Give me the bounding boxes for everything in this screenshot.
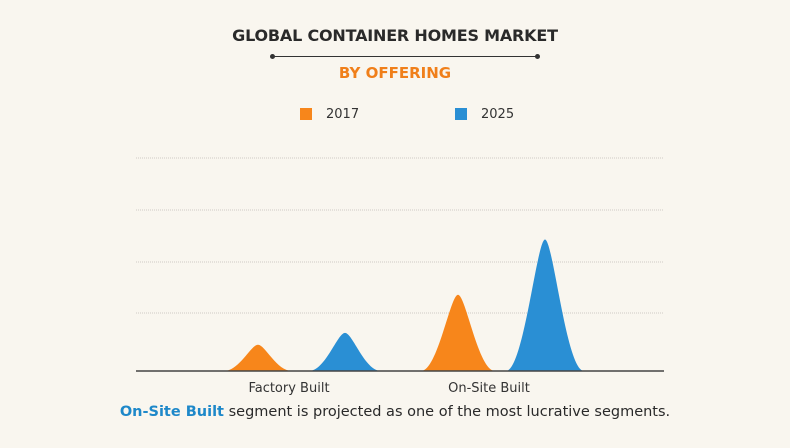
footer-caption: On-Site Built segment is projected as on…: [0, 404, 790, 420]
caption-highlight: On-Site Built: [119, 404, 224, 420]
peak-2025-factory-built: [309, 332, 381, 371]
chart-subtitle: BY OFFERING: [338, 64, 452, 82]
legend-swatch-2025: [455, 108, 467, 120]
legend-swatch-2017: [300, 108, 312, 120]
peak-2025-on-site-built: [506, 239, 584, 371]
legend-item-2025: 2025: [455, 106, 514, 122]
title-divider: [270, 54, 540, 59]
x-tick-label-on-site-built: On-Site Built: [448, 381, 530, 396]
divider-left-dot: [270, 54, 275, 59]
chart-peaks: [224, 239, 584, 371]
peak-2017-factory-built: [224, 344, 292, 371]
caption-text: segment is projected as one of the most …: [223, 404, 671, 420]
peak-2017-on-site-built: [421, 294, 495, 371]
x-axis-labels: Factory Built On-Site Built: [248, 381, 529, 396]
chart-title: GLOBAL CONTAINER HOMES MARKET: [232, 26, 558, 45]
legend-item-2017: 2017: [300, 106, 359, 122]
x-tick-label-factory-built: Factory Built: [248, 381, 329, 396]
divider-right-dot: [535, 54, 540, 59]
legend-label-2017: 2017: [326, 106, 360, 122]
legend-label-2025: 2025: [481, 106, 515, 122]
gridlines: [136, 157, 664, 314]
